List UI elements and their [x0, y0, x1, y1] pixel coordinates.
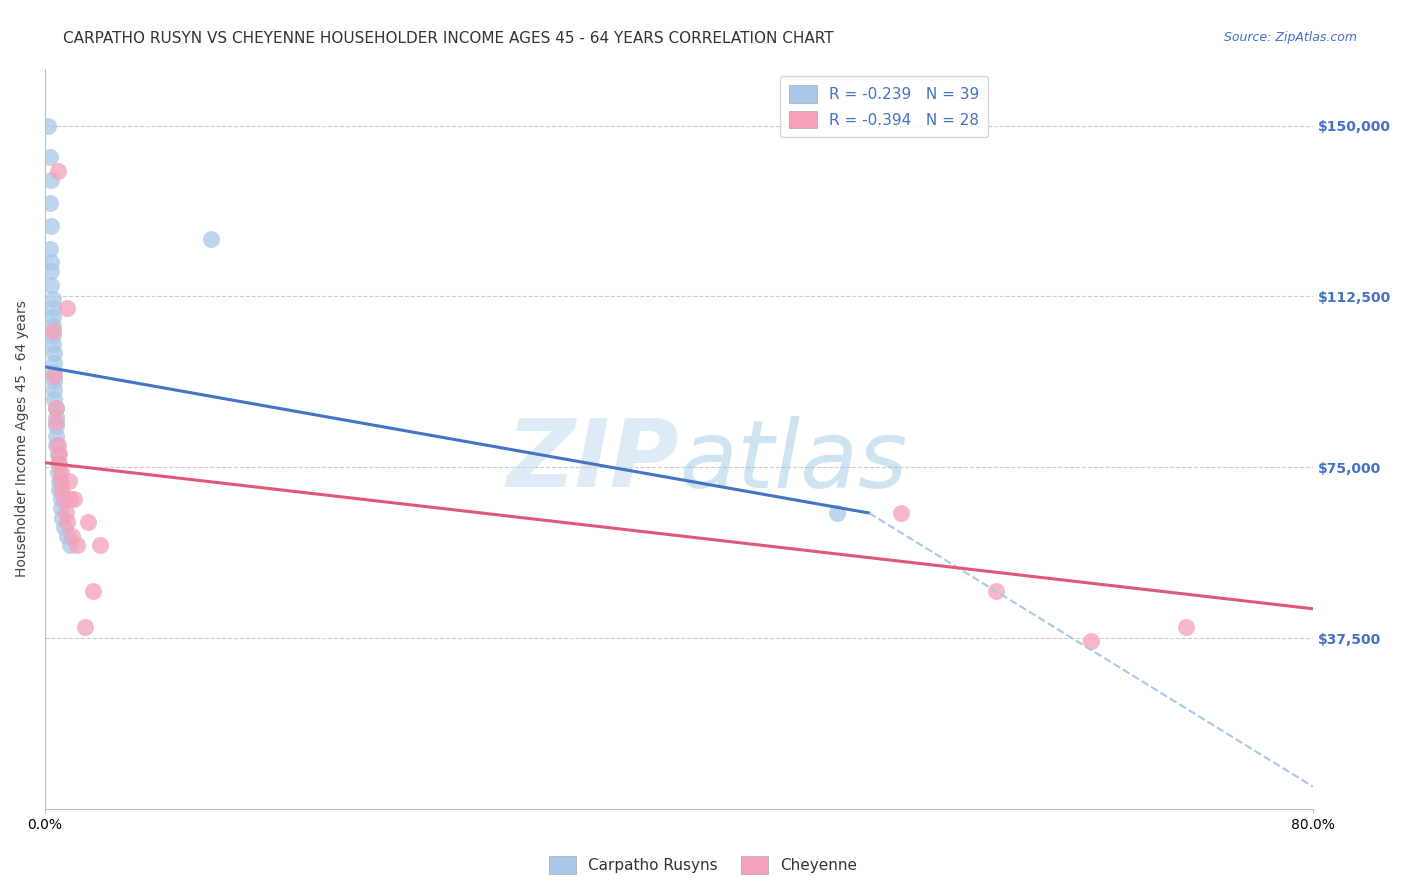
Point: [82, 583, 104, 598]
Point: [42, 310, 65, 324]
Point: [42, 328, 65, 343]
Point: [66, 538, 89, 552]
Point: [46, 437, 69, 451]
Point: [200, 232, 222, 246]
Point: [45, 401, 67, 416]
Point: [46, 164, 69, 178]
Point: [42, 292, 65, 306]
Point: [37, 119, 59, 133]
Point: [38, 150, 60, 164]
Point: [1080, 633, 1102, 648]
Point: [45, 401, 67, 416]
Point: [59, 538, 82, 552]
Point: [62, 492, 84, 507]
Legend: Carpatho Rusyns, Cheyenne: Carpatho Rusyns, Cheyenne: [543, 850, 863, 880]
Point: [44, 346, 66, 360]
Point: [60, 529, 83, 543]
Point: [44, 383, 66, 397]
Point: [49, 492, 72, 507]
Point: [48, 474, 70, 488]
Point: [890, 506, 912, 520]
Point: [42, 319, 65, 334]
Point: [44, 369, 66, 384]
Point: [44, 392, 66, 406]
Point: [45, 419, 67, 434]
Point: [51, 483, 73, 498]
Point: [38, 196, 60, 211]
Point: [53, 492, 76, 507]
Point: [46, 456, 69, 470]
Point: [59, 492, 82, 507]
Point: [49, 474, 72, 488]
Point: [984, 583, 1007, 598]
Point: [51, 510, 73, 524]
Point: [42, 337, 65, 351]
Text: CARPATHO RUSYN VS CHEYENNE HOUSEHOLDER INCOME AGES 45 - 64 YEARS CORRELATION CHA: CARPATHO RUSYN VS CHEYENNE HOUSEHOLDER I…: [63, 31, 834, 46]
Point: [39, 219, 62, 233]
Point: [39, 255, 62, 269]
Point: [49, 501, 72, 516]
Point: [48, 483, 70, 498]
Point: [44, 374, 66, 388]
Legend: R = -0.239   N = 39, R = -0.394   N = 28: R = -0.239 N = 39, R = -0.394 N = 28: [780, 76, 988, 137]
Point: [53, 519, 76, 533]
Point: [44, 355, 66, 369]
Point: [56, 301, 79, 315]
Point: [48, 456, 70, 470]
Point: [1175, 620, 1198, 634]
Point: [827, 506, 849, 520]
Point: [42, 324, 65, 338]
Point: [56, 515, 79, 529]
Point: [42, 301, 65, 315]
Point: [45, 415, 67, 429]
Point: [45, 410, 67, 425]
Point: [76, 515, 98, 529]
Point: [49, 465, 72, 479]
Point: [55, 506, 77, 520]
Point: [73, 620, 96, 634]
Point: [46, 447, 69, 461]
Point: [45, 428, 67, 442]
Text: atlas: atlas: [679, 416, 907, 507]
Point: [39, 278, 62, 293]
Point: [38, 242, 60, 256]
Point: [89, 538, 111, 552]
Point: [39, 173, 62, 187]
Y-axis label: Householder Income Ages 45 - 64 years: Householder Income Ages 45 - 64 years: [15, 301, 30, 577]
Point: [58, 474, 80, 488]
Point: [39, 264, 62, 278]
Point: [46, 465, 69, 479]
Text: ZIP: ZIP: [506, 415, 679, 508]
Point: [56, 529, 79, 543]
Point: [45, 437, 67, 451]
Point: [44, 365, 66, 379]
Point: [48, 447, 70, 461]
Text: Source: ZipAtlas.com: Source: ZipAtlas.com: [1223, 31, 1357, 45]
